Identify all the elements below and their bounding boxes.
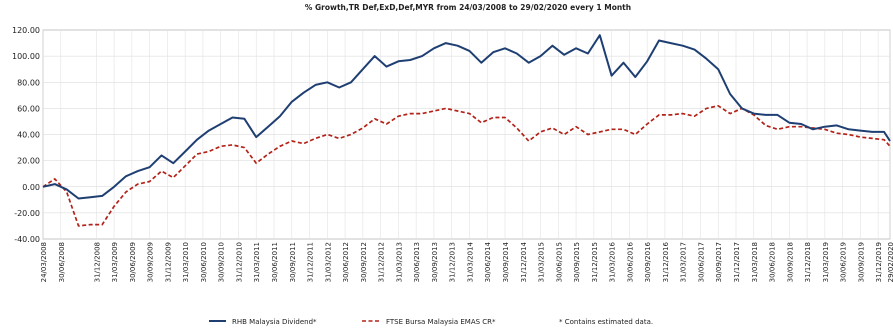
x-tick-label: 31/03/2011 bbox=[253, 242, 261, 282]
series-lines bbox=[42, 34, 891, 227]
x-tick-label: 30/09/2010 bbox=[218, 242, 226, 282]
x-tick-label: 30/09/2018 bbox=[786, 242, 794, 282]
x-tick-label: 30/09/2016 bbox=[644, 241, 652, 282]
x-tick-label: 30/06/2010 bbox=[200, 242, 208, 282]
y-axis-tick-labels: 120.00 100.00 80.00 60.00 40.00 20.00 0.00 -20.… bbox=[12, 26, 40, 244]
x-axis-tick-labels: 24/03/2008 30/06/2008 31/12/2008 31/03/2009… bbox=[40, 241, 893, 282]
y-tick-label: 40.00 bbox=[17, 131, 40, 140]
x-tick-label: 30/09/2012 bbox=[360, 242, 368, 282]
gridlines bbox=[42, 29, 891, 240]
chart-title: % Growth,TR Def,ExD,Def,MYR from 24/03/2… bbox=[305, 3, 631, 12]
x-tick-label: 31/12/2015 bbox=[591, 242, 599, 282]
x-tick-label: 30/06/2015 bbox=[555, 242, 563, 282]
x-tick-label: 31/03/2017 bbox=[680, 242, 688, 282]
x-tick-label: 30/06/2012 bbox=[342, 242, 350, 282]
x-tick-label: 30/09/2017 bbox=[715, 242, 723, 282]
x-tick-label: 31/12/2014 bbox=[520, 241, 528, 282]
x-tick-label: 31/12/2012 bbox=[378, 242, 386, 282]
x-tick-label: 31/03/2016 bbox=[609, 241, 617, 282]
x-tick-label: 31/03/2009 bbox=[111, 242, 119, 282]
x-tick-label: 30/09/2015 bbox=[573, 242, 581, 282]
y-tick-label: 0.00 bbox=[22, 183, 40, 192]
x-tick-label: 30/09/2011 bbox=[289, 242, 297, 282]
x-tick-label: 30/06/2016 bbox=[626, 241, 634, 282]
x-tick-label: 30/09/2019 bbox=[857, 242, 865, 282]
x-tick-label: 31/12/2013 bbox=[449, 242, 457, 282]
x-tick-label: 30/06/2009 bbox=[129, 242, 137, 282]
series-line-ftse bbox=[42, 104, 891, 227]
y-tick-label: 80.00 bbox=[17, 78, 40, 87]
x-tick-label: 30/09/2009 bbox=[147, 242, 155, 282]
series-line-rhb bbox=[42, 34, 891, 200]
x-tick-label: 31/12/2010 bbox=[235, 242, 243, 282]
x-tick-label: 30/09/2013 bbox=[431, 242, 439, 282]
x-tick-label: 30/09/2014 bbox=[502, 241, 510, 282]
x-tick-label: 31/03/2018 bbox=[751, 242, 759, 282]
x-tick-label: 31/12/2009 bbox=[164, 242, 172, 282]
x-tick-label: 30/06/2017 bbox=[697, 242, 705, 282]
x-tick-label: 30/06/2008 bbox=[58, 242, 66, 282]
y-tick-label: -20.00 bbox=[14, 209, 40, 218]
x-tick-label: 31/03/2019 bbox=[822, 242, 830, 282]
x-tick-label: 30/06/2018 bbox=[769, 242, 777, 282]
x-tick-label: 31/03/2012 bbox=[324, 242, 332, 282]
x-tick-label: 31/12/2019 bbox=[875, 242, 883, 282]
x-tick-label: 30/06/2011 bbox=[271, 242, 279, 282]
x-tick-label: 31/12/2018 bbox=[804, 242, 812, 282]
x-tick-label: 31/03/2013 bbox=[395, 242, 403, 282]
y-tick-label: 120.00 bbox=[12, 26, 40, 35]
y-tick-label: 20.00 bbox=[17, 157, 40, 166]
x-tick-label: 31/12/2011 bbox=[307, 242, 315, 282]
x-tick-label: 31/03/2010 bbox=[182, 242, 190, 282]
x-tick-label: 30/06/2019 bbox=[840, 242, 848, 282]
x-tick-label: 29/02/2020 bbox=[887, 242, 893, 282]
y-tick-label: -40.00 bbox=[14, 235, 40, 244]
x-tick-label: 31/12/2016 bbox=[662, 241, 670, 282]
legend-label-rhb: RHB Malaysia Dividend* bbox=[232, 318, 317, 326]
y-tick-label: 100.00 bbox=[12, 52, 40, 61]
x-tick-label: 24/03/2008 bbox=[40, 242, 48, 282]
legend-label-ftse: FTSE Bursa Malaysia EMAS CR* bbox=[386, 318, 496, 326]
x-tick-label: 31/12/2008 bbox=[93, 242, 101, 282]
x-tick-label: 31/03/2014 bbox=[466, 241, 474, 282]
y-tick-label: 60.00 bbox=[17, 104, 40, 113]
x-tick-label: 31/03/2015 bbox=[538, 242, 546, 282]
legend-footnote: * Contains estimated data. bbox=[559, 318, 653, 326]
x-tick-label: 30/06/2013 bbox=[413, 242, 421, 282]
x-tick-label: 30/06/2014 bbox=[484, 241, 492, 282]
legend: RHB Malaysia Dividend* FTSE Bursa Malays… bbox=[209, 318, 653, 326]
x-tick-label: 31/12/2017 bbox=[733, 242, 741, 282]
